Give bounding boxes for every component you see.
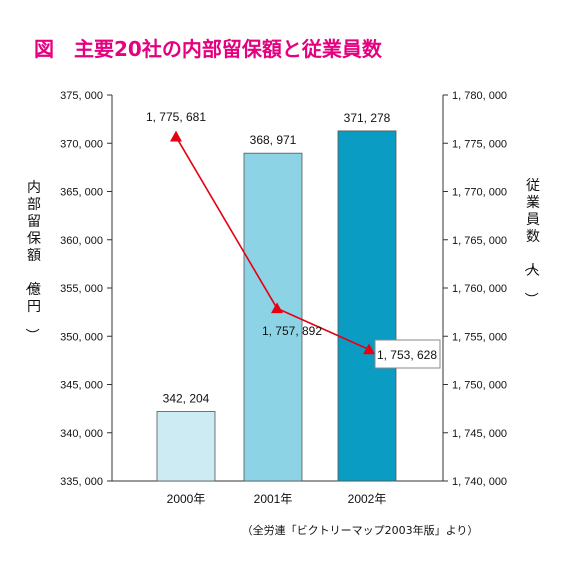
chart-title: 図 主要20社の内部留保額と従業員数 bbox=[34, 37, 383, 61]
right-tick-label: 1, 745, 000 bbox=[452, 428, 507, 440]
employee-point-2001年 bbox=[271, 302, 283, 314]
employee-line bbox=[170, 130, 375, 355]
x-category-label: 2001年 bbox=[254, 492, 293, 506]
left-tick-label: 375, 000 bbox=[60, 90, 103, 102]
left-tick-label: 370, 000 bbox=[60, 138, 103, 150]
x-category-label: 2000年 bbox=[167, 492, 206, 506]
left-tick-label: 360, 000 bbox=[60, 235, 103, 247]
right-tick-label: 1, 760, 000 bbox=[452, 283, 507, 295]
right-axis-title: 従業員数（人） bbox=[522, 178, 540, 306]
bars bbox=[156, 130, 397, 482]
right-tick-label: 1, 765, 000 bbox=[452, 235, 507, 247]
left-tick-label: 345, 000 bbox=[60, 380, 103, 392]
employee-value-label: 1, 757, 892 bbox=[262, 324, 322, 338]
axis-titles: 内部留保額（億円） 従業員数（人） bbox=[23, 178, 540, 342]
right-tick-label: 1, 770, 000 bbox=[452, 187, 507, 199]
bar-value-label: 368, 971 bbox=[250, 133, 297, 147]
source-note: （全労連「ビクトリーマップ2003年版」より） bbox=[242, 523, 479, 537]
right-tick-label: 1, 750, 000 bbox=[452, 380, 507, 392]
bar-2001年 bbox=[243, 152, 303, 482]
left-tick-label: 335, 000 bbox=[60, 476, 103, 488]
left-tick-label: 365, 000 bbox=[60, 187, 103, 199]
bar-2002年 bbox=[337, 130, 397, 482]
employee-point-2000年 bbox=[170, 130, 182, 142]
right-tick-label: 1, 775, 000 bbox=[452, 138, 507, 150]
left-tick-label: 355, 000 bbox=[60, 283, 103, 295]
bar-value-label: 371, 278 bbox=[344, 111, 391, 125]
employee-value-label: 1, 753, 628 bbox=[377, 348, 437, 362]
x-category-label: 2002年 bbox=[348, 492, 387, 506]
employee-point-2002年 bbox=[363, 343, 375, 355]
left-axis-title: 内部留保額（億円） bbox=[23, 180, 41, 342]
employee-label-box bbox=[374, 339, 441, 369]
left-tick-label: 340, 000 bbox=[60, 428, 103, 440]
bar-value-label: 342, 204 bbox=[163, 391, 210, 405]
right-tick-label: 1, 740, 000 bbox=[452, 476, 507, 488]
left-tick-label: 350, 000 bbox=[60, 331, 103, 343]
right-tick-label: 1, 755, 000 bbox=[452, 331, 507, 343]
employee-value-label: 1, 775, 681 bbox=[146, 110, 206, 124]
data-labels: 342, 204 2000年 368, 971 2001年 371, 278 2002年 1… bbox=[146, 110, 441, 506]
bar-2000年 bbox=[156, 411, 216, 482]
right-tick-label: 1, 780, 000 bbox=[452, 90, 507, 102]
axes: 375, 000 1, 780, 000 370, 000 1, 775, 000 36… bbox=[60, 90, 507, 488]
